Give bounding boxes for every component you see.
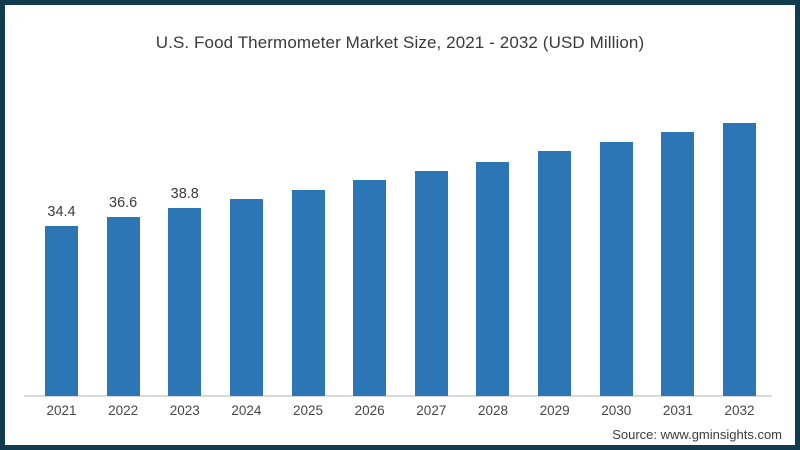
x-tick-2030: 2030 <box>601 403 632 418</box>
x-tick-2031: 2031 <box>662 403 693 418</box>
bar-value-label-2021: 34.4 <box>47 203 76 220</box>
x-tick-2029: 2029 <box>539 403 570 418</box>
bar-2029 <box>538 151 572 396</box>
bar-value-label-2022: 36.6 <box>109 194 138 211</box>
x-tick-2032: 2032 <box>724 403 755 418</box>
x-tick-2024: 2024 <box>231 403 262 418</box>
bar-2024 <box>229 199 263 396</box>
chart-title: U.S. Food Thermometer Market Size, 2021 … <box>155 33 645 52</box>
bar-2023 <box>168 207 202 396</box>
x-tick-2026: 2026 <box>354 403 385 418</box>
x-tick-2028: 2028 <box>477 403 508 418</box>
x-axis-line <box>24 395 772 397</box>
bar-value-label-2023: 38.8 <box>170 185 199 202</box>
bar-2030 <box>599 142 633 396</box>
bar-2025 <box>291 189 325 396</box>
bar-2026 <box>353 180 387 396</box>
bar-2021 <box>45 225 78 396</box>
bar-2031 <box>661 132 695 396</box>
x-tick-2022: 2022 <box>108 403 139 418</box>
plot-area: 34.4 36.6 38.8 2021 2022 2023 2024 2025 2026 202… <box>5 5 795 445</box>
bar-2022 <box>106 216 140 396</box>
x-tick-2025: 2025 <box>293 403 324 418</box>
bar-2027 <box>414 170 448 396</box>
x-tick-2027: 2027 <box>416 403 447 418</box>
x-tick-2023: 2023 <box>169 403 200 418</box>
source-credit: Source: www.gminsights.com <box>612 427 782 442</box>
bar-2032 <box>723 123 757 396</box>
bar-2028 <box>476 161 510 396</box>
x-tick-2021: 2021 <box>46 403 77 418</box>
